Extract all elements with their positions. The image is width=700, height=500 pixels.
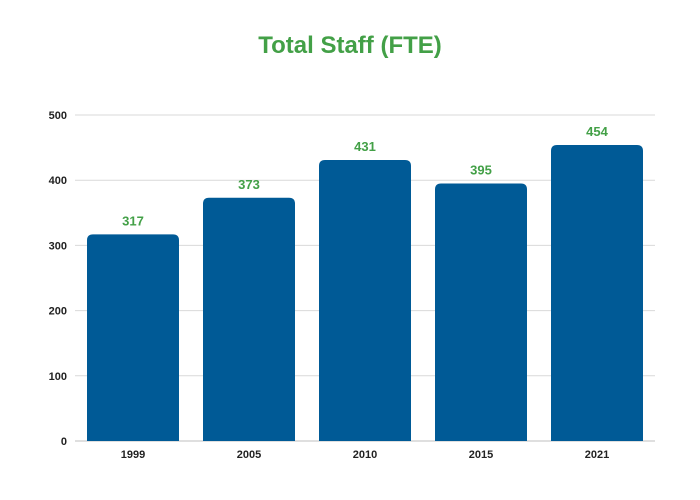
y-tick-label: 100 (49, 371, 67, 383)
chart-title: Total Staff (FTE) (258, 32, 442, 59)
x-tick-label-1999: 1999 (121, 449, 145, 461)
bar-2015 (435, 183, 527, 441)
y-tick-label: 500 (49, 110, 67, 122)
y-tick-label: 300 (49, 240, 67, 252)
bar-1999 (87, 234, 179, 441)
bar-2005 (203, 197, 295, 441)
x-tick-label-2005: 2005 (237, 449, 261, 461)
x-tick-label-2010: 2010 (353, 449, 377, 461)
x-tick-label-2015: 2015 (469, 449, 493, 461)
bar-2010 (319, 159, 411, 441)
data-label-2010: 431 (354, 139, 376, 154)
y-tick-label: 0 (61, 436, 67, 448)
bar-2021 (551, 144, 643, 441)
data-label-2021: 454 (586, 124, 608, 139)
data-label-1999: 317 (122, 213, 144, 228)
y-tick-label: 200 (49, 306, 67, 318)
x-tick-label-2021: 2021 (585, 449, 609, 461)
data-label-2005: 373 (238, 177, 260, 192)
data-label-2015: 395 (470, 162, 492, 177)
y-tick-label: 400 (49, 175, 67, 187)
